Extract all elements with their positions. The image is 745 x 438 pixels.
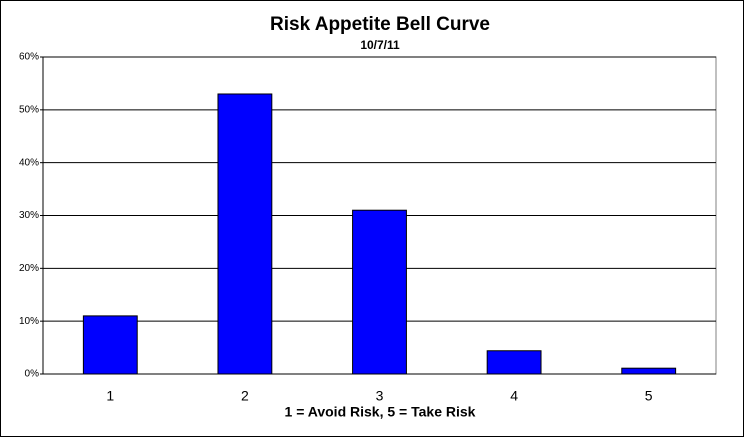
bar xyxy=(486,350,542,375)
y-tick-label: 40% xyxy=(19,157,39,168)
bar xyxy=(621,367,677,375)
y-tick-label: 10% xyxy=(19,316,39,327)
y-tick-label: 20% xyxy=(19,263,39,274)
chart-title: Risk Appetite Bell Curve xyxy=(270,14,490,35)
bar xyxy=(352,209,407,375)
x-axis-title: 1 = Avoid Risk, 5 = Take Risk xyxy=(285,404,476,420)
y-tick-label: 50% xyxy=(19,104,39,115)
x-tick-label: 3 xyxy=(376,388,384,404)
y-tick-label: 60% xyxy=(19,52,39,63)
y-tick-label: 30% xyxy=(19,210,39,221)
x-tick-label: 2 xyxy=(241,388,249,404)
bar xyxy=(82,315,138,375)
bar xyxy=(217,93,273,375)
x-tick-label: 5 xyxy=(645,388,653,404)
x-tick-label: 4 xyxy=(510,388,518,404)
y-tick-label: 0% xyxy=(25,369,40,380)
chart-subtitle: 10/7/11 xyxy=(360,38,400,52)
x-tick-label: 1 xyxy=(106,388,114,404)
